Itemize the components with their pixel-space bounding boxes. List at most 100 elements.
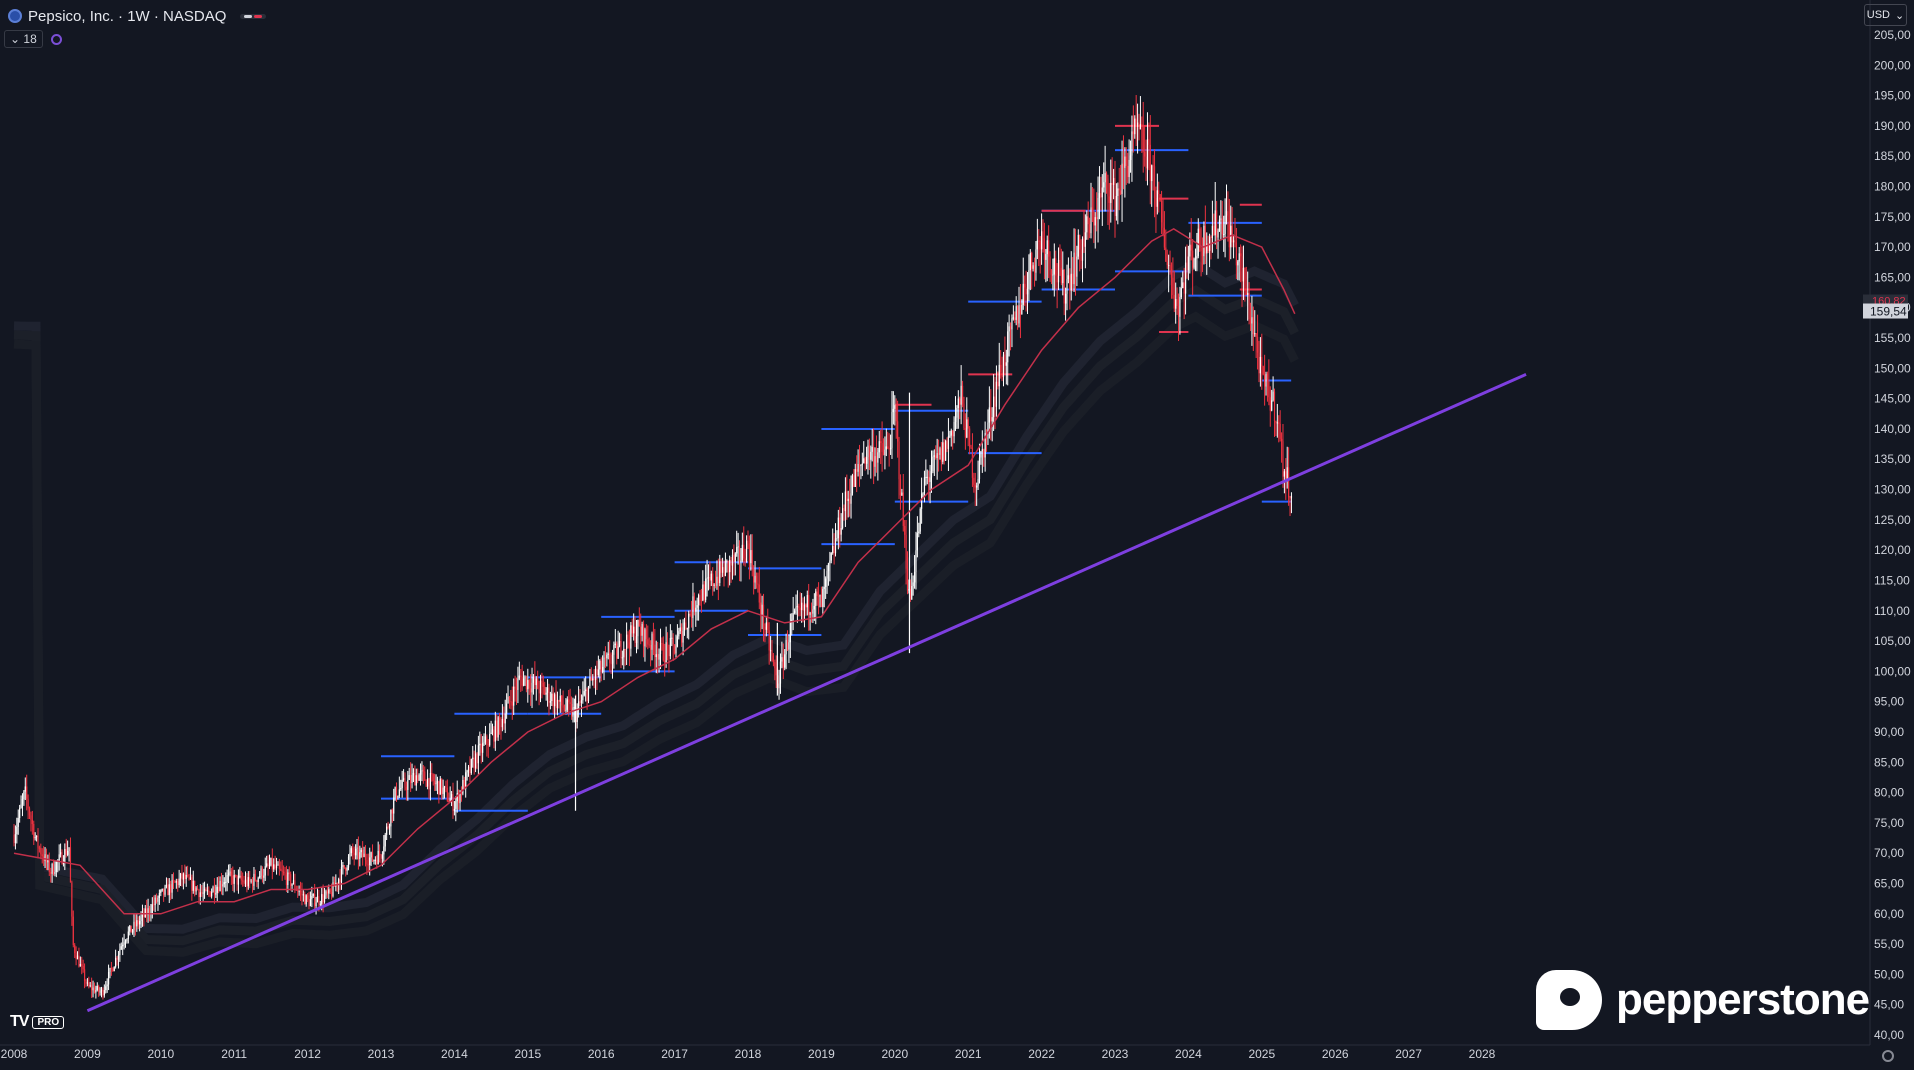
candle-body — [1280, 438, 1283, 442]
candle-body — [710, 573, 712, 581]
candle-body — [740, 560, 742, 563]
candle-body — [1283, 471, 1285, 477]
candle-body — [65, 849, 67, 855]
candle-body — [268, 865, 271, 867]
candle-body — [50, 872, 52, 874]
candle-body — [340, 867, 343, 883]
candle-body — [1053, 258, 1055, 275]
candle-body — [48, 859, 50, 873]
candle-body — [291, 883, 293, 886]
symbol-logo-icon — [8, 9, 22, 23]
candle-body — [302, 894, 304, 896]
candle-body — [734, 553, 736, 562]
candle-body — [69, 847, 72, 883]
y-tick-label: 180,00 — [1874, 180, 1911, 194]
currency-selector[interactable]: USD ⌄ — [1864, 4, 1907, 26]
candle-body — [472, 757, 474, 760]
candle-body — [71, 882, 73, 917]
candle-body — [298, 891, 300, 893]
candle-body — [1036, 240, 1038, 250]
candle-body — [925, 476, 927, 478]
candle-body — [957, 398, 959, 408]
candle-body — [658, 654, 660, 660]
candle-body — [683, 622, 686, 632]
candle-body — [1107, 178, 1109, 197]
candle-body — [785, 640, 787, 655]
candle-body — [428, 778, 430, 790]
candle-body — [597, 669, 599, 675]
candle-body — [816, 591, 818, 596]
candle-body — [352, 848, 354, 853]
candle-body — [81, 964, 83, 966]
candle-body — [823, 586, 825, 590]
candle-body — [1258, 352, 1260, 374]
candle-body — [212, 886, 214, 893]
candle-body — [949, 435, 951, 437]
candle-body — [1045, 254, 1047, 260]
candle-body — [1012, 317, 1014, 319]
candle-body — [1015, 306, 1017, 320]
candle-body — [124, 941, 127, 943]
candle-body — [123, 942, 125, 945]
candle-body — [177, 881, 179, 886]
candle-body — [990, 407, 992, 422]
candle-body — [325, 891, 327, 896]
legend-toggle-icon[interactable] — [240, 13, 267, 19]
candle-body — [1001, 372, 1003, 378]
candle-body — [674, 644, 676, 654]
candle-body — [802, 602, 804, 611]
candle-body — [1148, 139, 1150, 145]
symbol-title: Pepsico, Inc. · 1W · NASDAQ — [28, 7, 227, 25]
candle-body — [714, 584, 717, 586]
chevron-down-icon: ⌄ — [1895, 9, 1905, 22]
candle-body — [1002, 354, 1005, 378]
candle-body — [887, 446, 889, 449]
settings-icon[interactable] — [1882, 1050, 1894, 1062]
candle-body — [494, 720, 496, 742]
candle-body — [1063, 269, 1065, 304]
ribbon-band — [13, 311, 1299, 957]
candle-body — [58, 854, 60, 861]
candle-body — [799, 607, 801, 611]
candle-body — [758, 584, 760, 603]
candle-body — [784, 654, 786, 668]
candle-body — [813, 605, 815, 610]
candle-body — [801, 602, 803, 611]
indicators-toggle[interactable]: ⌄ 18 — [4, 30, 43, 48]
candle-body — [297, 890, 299, 892]
candle-body — [476, 753, 478, 764]
candle-body — [74, 944, 76, 954]
candle-body — [1035, 249, 1037, 273]
candle-body — [1084, 232, 1086, 247]
candle-body — [590, 677, 592, 681]
candle-body — [482, 743, 484, 753]
candle-body — [877, 452, 879, 463]
candle-body — [312, 893, 314, 897]
x-tick-label: 2028 — [1469, 1047, 1496, 1061]
candle-body — [904, 525, 906, 535]
candle-body — [223, 882, 225, 885]
candle-body — [1067, 275, 1070, 280]
candle-body — [380, 855, 382, 859]
symbol-header[interactable]: Pepsico, Inc. · 1W · NASDAQ — [8, 6, 267, 26]
candle-body — [175, 881, 177, 883]
candle-body — [422, 770, 424, 772]
candle-body — [484, 736, 487, 742]
candle-body — [151, 904, 153, 914]
candle-body — [1269, 397, 1271, 411]
candle-body — [316, 896, 319, 903]
candle-body — [563, 707, 566, 711]
candle-body — [881, 443, 883, 452]
candle-body — [803, 604, 806, 611]
candle-body — [627, 634, 629, 643]
candle-body — [761, 604, 763, 615]
candle-body — [1158, 190, 1160, 195]
candle-body — [309, 899, 312, 907]
candle-body — [1282, 441, 1284, 477]
candle-body — [489, 734, 491, 746]
candle-body — [24, 786, 26, 792]
candle-body — [294, 880, 296, 889]
candle-body — [442, 787, 444, 794]
indicator-settings-icon[interactable] — [50, 33, 62, 45]
